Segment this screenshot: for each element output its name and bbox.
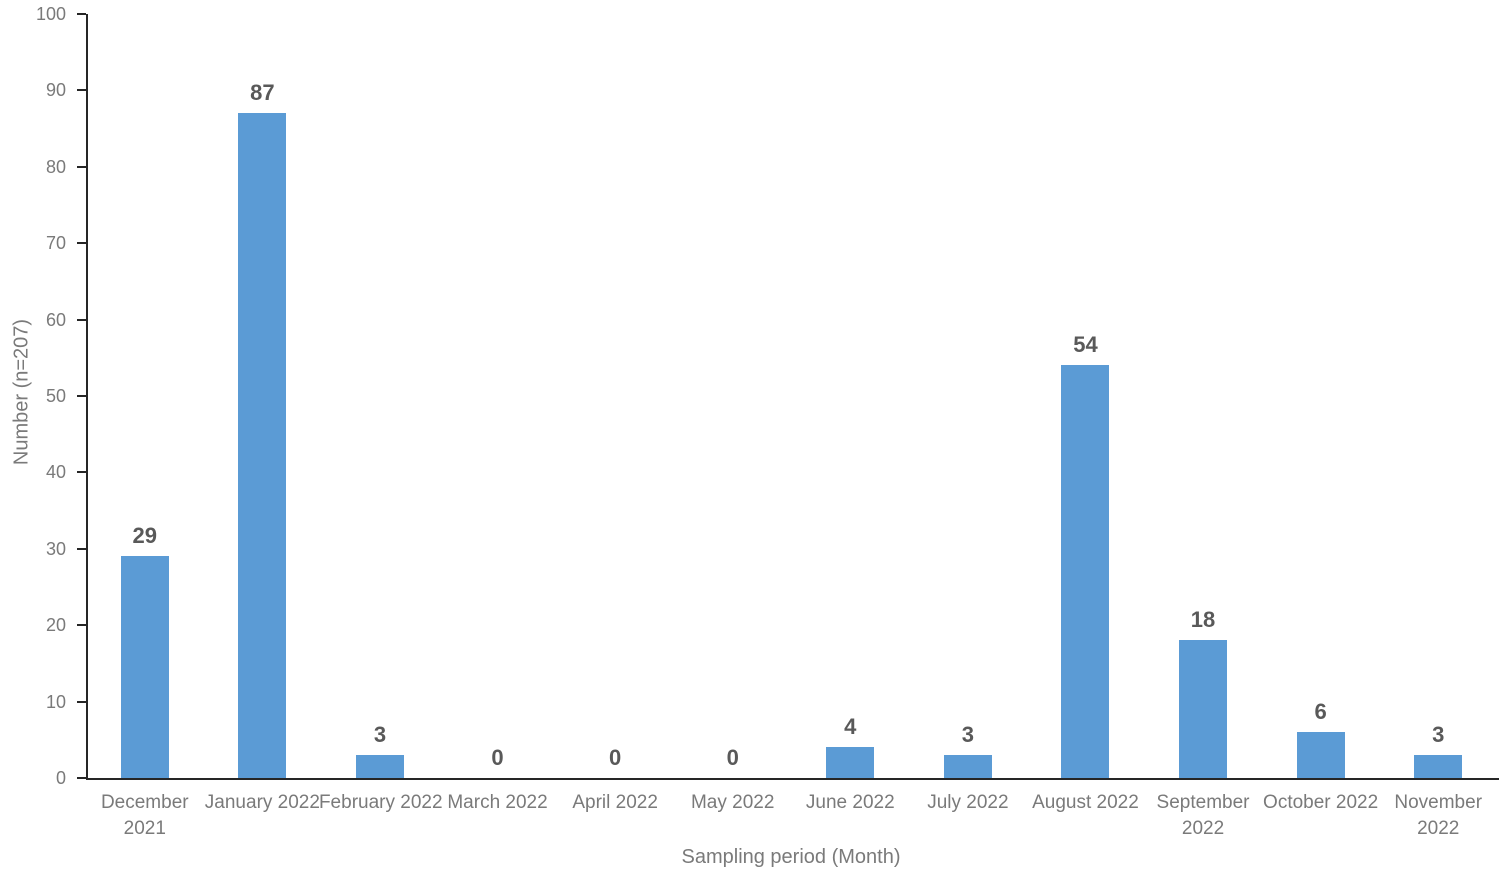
y-tick-label: 70 xyxy=(45,233,66,254)
x-tick-label: June 2022 xyxy=(805,792,895,813)
y-tick-mark xyxy=(77,242,86,245)
bar-value-label: 3 xyxy=(373,722,387,748)
x-tick-label: November 2022 xyxy=(1394,792,1483,839)
y-tick-mark xyxy=(77,700,86,703)
y-tick-label: 20 xyxy=(45,615,66,636)
plot-area xyxy=(86,14,1499,780)
y-tick-mark xyxy=(77,13,86,15)
x-tick-label: October 2022 xyxy=(1263,792,1379,813)
y-tick-mark xyxy=(77,89,86,92)
y-tick-mark xyxy=(77,624,86,627)
bar xyxy=(1179,640,1228,778)
bar xyxy=(1414,755,1463,778)
bar-value-label: 4 xyxy=(844,714,857,740)
bar-value-label: 18 xyxy=(1190,607,1216,633)
x-tick-label: April 2022 xyxy=(572,792,658,813)
bar xyxy=(943,755,992,778)
y-tick-label: 60 xyxy=(45,309,66,330)
x-axis-title: Sampling period (Month) xyxy=(681,846,901,868)
y-tick-mark xyxy=(77,547,86,550)
bar-value-label: 6 xyxy=(1314,699,1327,725)
bar-value-label: 87 xyxy=(250,80,275,106)
y-tick-label: 100 xyxy=(35,4,66,24)
bar-value-label: 0 xyxy=(491,745,504,770)
bar xyxy=(826,747,875,778)
y-tick-mark xyxy=(77,318,86,321)
y-tick-label: 90 xyxy=(45,80,66,101)
x-tick-label: August 2022 xyxy=(1032,792,1139,813)
bar-value-label: 3 xyxy=(1432,722,1445,748)
bar xyxy=(1296,732,1345,778)
y-tick-label: 80 xyxy=(45,156,66,177)
bar-value-label: 0 xyxy=(609,745,622,770)
y-tick-mark xyxy=(77,777,86,779)
y-tick-label: 0 xyxy=(55,768,66,788)
y-tick-label: 40 xyxy=(45,462,66,483)
x-tick-label: December 2021 xyxy=(100,792,189,839)
y-tick-mark xyxy=(77,395,86,397)
y-tick-label: 10 xyxy=(45,691,66,712)
y-tick-mark xyxy=(77,471,86,474)
y-tick-label: 30 xyxy=(45,538,66,559)
x-tick-label: January 2022 xyxy=(204,792,320,813)
y-tick-mark xyxy=(77,165,86,168)
bar xyxy=(238,113,287,778)
x-tick-label: May 2022 xyxy=(690,792,775,813)
x-tick-label: September 2022 xyxy=(1156,792,1250,839)
bar-value-label: 54 xyxy=(1073,332,1098,358)
bar-value-label: 29 xyxy=(132,523,158,549)
y-tick-label: 50 xyxy=(45,386,66,406)
x-tick-label: July 2022 xyxy=(927,792,1009,813)
bar-value-label: 3 xyxy=(961,722,974,748)
bar xyxy=(120,556,169,778)
x-tick-label: February 2022 xyxy=(318,792,443,813)
bar-value-label: 0 xyxy=(726,745,739,770)
bar xyxy=(355,755,404,778)
x-tick-label: March 2022 xyxy=(447,792,548,813)
bar xyxy=(1061,365,1110,778)
